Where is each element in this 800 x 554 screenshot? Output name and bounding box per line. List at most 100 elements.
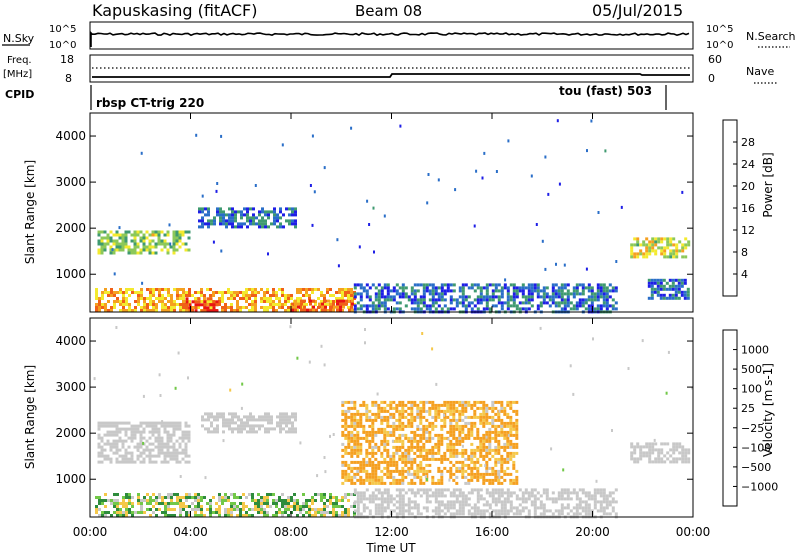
heatmap-cell (252, 219, 255, 223)
heatmap-cell (479, 286, 483, 290)
heatmap-cell (575, 503, 579, 507)
heatmap-cell (98, 300, 101, 303)
heatmap-cell (336, 302, 339, 306)
heatmap-cell (470, 475, 474, 479)
heatmap-cell (666, 246, 670, 250)
heatmap-cell (434, 494, 438, 498)
cpid-program-left: rbsp CT-trig 220 (96, 96, 204, 110)
heatmap-cell (681, 457, 685, 461)
heatmap-cell (291, 302, 294, 306)
heatmap-cell (173, 514, 176, 517)
heatmap-cell (100, 236, 104, 240)
heatmap-cell (347, 297, 350, 300)
heatmap-cell (255, 418, 258, 422)
heatmap-cell (651, 249, 655, 253)
heatmap-cell (255, 430, 258, 434)
heatmap-cell (419, 512, 423, 516)
heatmap-cell (100, 445, 104, 449)
heatmap-cell (521, 494, 525, 498)
heatmap-cell (148, 239, 152, 243)
heatmap-cell (458, 500, 462, 504)
heatmap-cell (257, 493, 260, 496)
heatmap-cell (416, 424, 420, 428)
heatmap-cell (362, 304, 366, 308)
heatmap-cell (182, 309, 185, 312)
heatmap-cell (428, 457, 432, 461)
heatmap-cell (332, 505, 335, 508)
heatmap-cell (392, 451, 396, 455)
heatmap-cell (482, 295, 486, 299)
heatmap-cell (263, 291, 266, 294)
heatmap-cell (368, 298, 372, 302)
heatmap-cell (488, 427, 492, 431)
heatmap-cell (497, 512, 501, 516)
heatmap-cell (602, 286, 606, 290)
heatmap-cell (602, 512, 606, 516)
heatmap-cell (143, 306, 146, 309)
heatmap-cell (377, 448, 381, 452)
heatmap-cell (587, 509, 591, 513)
heatmap-cell (115, 239, 119, 243)
heatmap-cell (497, 289, 501, 293)
heatmap-cell (178, 421, 182, 425)
heatmap-cell (419, 488, 423, 492)
heatmap-cell (293, 493, 296, 496)
heatmap-cell (389, 415, 393, 419)
heatmap-cell (407, 457, 411, 461)
heatmap-cell (491, 488, 495, 492)
heatmap-cell (497, 472, 501, 476)
heatmap-cell (398, 478, 402, 482)
heatmap-cell (497, 451, 501, 455)
heatmap-cell (636, 243, 640, 247)
heatmap-cell (118, 454, 122, 458)
heatmap-cell (506, 442, 510, 446)
heatmap-cell (585, 267, 588, 271)
heatmap-cell (348, 308, 351, 312)
heatmap-cell (509, 509, 513, 513)
heatmap-cell (449, 406, 453, 410)
heatmap-cell (380, 475, 384, 479)
heatmap-cell (515, 481, 519, 485)
heatmap-cell (404, 433, 408, 437)
heatmap-cell (148, 442, 152, 446)
heatmap-cell (386, 460, 390, 464)
heatmap-cell (362, 478, 366, 482)
heatmap-cell (344, 445, 348, 449)
heatmap-cell (152, 493, 155, 496)
heatmap-cell (140, 511, 143, 514)
heatmap-cell (320, 493, 323, 496)
heatmap-cell (416, 307, 420, 311)
heatmap-cell (512, 481, 516, 485)
heatmap-cell (289, 325, 292, 329)
heatmap-cell (225, 219, 228, 223)
heatmap-cell (249, 216, 252, 220)
heatmap-cell (356, 301, 360, 305)
heatmap-cell (485, 289, 489, 293)
heatmap-cell (194, 291, 197, 294)
heatmap-cell (242, 291, 245, 294)
heatmap-cell (121, 236, 125, 240)
heatmap-cell (560, 289, 564, 293)
heatmap-cell (245, 306, 248, 309)
heatmap-cell (509, 451, 513, 455)
heatmap-cell (249, 412, 252, 416)
heatmap-cell (605, 503, 609, 507)
heatmap-cell (365, 412, 369, 416)
heatmap-cell (575, 307, 579, 311)
heatmap-cell (231, 210, 234, 214)
heatmap-cell (509, 418, 513, 422)
heatmap-cell (113, 306, 116, 309)
heatmap-cell (231, 222, 234, 226)
heatmap-cell (179, 496, 182, 499)
heatmap-cell (284, 511, 287, 514)
heatmap-cell (479, 439, 483, 443)
heatmap-cell (227, 508, 230, 511)
heatmap-cell (503, 424, 507, 428)
heatmap-cell (455, 494, 459, 498)
heatmap-cell (239, 511, 242, 514)
heatmap-cell (255, 216, 258, 220)
heatmap-cell (657, 237, 661, 241)
heatmap-cell (404, 503, 408, 507)
heatmap-cell (470, 307, 474, 311)
heatmap-cell (350, 451, 354, 455)
